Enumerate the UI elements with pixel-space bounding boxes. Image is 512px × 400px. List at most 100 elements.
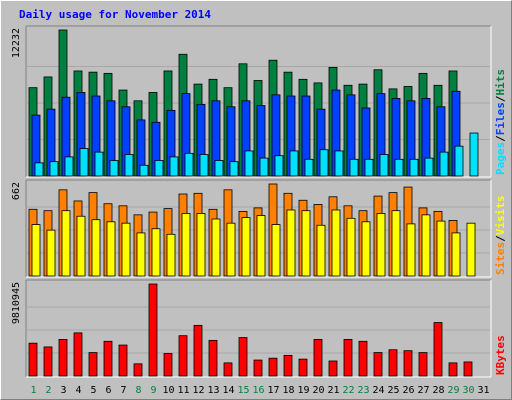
bar-visits-day-14	[226, 222, 236, 277]
bar-pages-day-21	[334, 150, 344, 177]
bar-visits-day-8	[136, 232, 146, 277]
bar-kbytes-day-19	[298, 358, 308, 377]
bar-pages-day-2	[49, 161, 59, 177]
bar-kbytes-day-3	[58, 339, 68, 377]
bar-pages-day-1	[34, 162, 44, 177]
bar-visits-day-20	[316, 224, 326, 277]
bar-visits-day-22	[346, 217, 356, 277]
bar-pages-day-4	[79, 148, 89, 177]
day-label-27: 27	[417, 385, 429, 396]
bar-pages-day-16	[259, 157, 269, 177]
bar-kbytes-day-1	[28, 342, 38, 377]
day-label-14: 14	[222, 385, 234, 396]
day-label-5: 5	[90, 385, 96, 396]
legend-sep2: /	[494, 95, 507, 102]
bar-visits-day-21	[331, 209, 341, 277]
bar-pages-day-17	[274, 155, 284, 177]
bar-pages-day-11	[184, 152, 194, 177]
bar-visits-day-7	[121, 222, 131, 277]
day-label-9: 9	[150, 385, 156, 396]
bar-pages-day-8	[139, 164, 149, 177]
legend-kbytes: KBytes	[494, 335, 507, 375]
bar-kbytes-day-23	[358, 340, 368, 377]
day-label-3: 3	[60, 385, 66, 396]
day-label-1: 1	[30, 385, 36, 396]
bar-kbytes-day-16	[253, 359, 263, 377]
day-label-28: 28	[432, 385, 444, 396]
legend-hits-files-pages: Pages/Files/Hits	[494, 69, 507, 175]
bar-pages-day-28	[439, 151, 449, 177]
bar-visits-day-23	[361, 221, 371, 277]
bar-visits-day-12	[196, 213, 206, 277]
day-label-11: 11	[177, 385, 189, 396]
day-label-29: 29	[447, 385, 459, 396]
bar-kbytes-day-15	[238, 337, 248, 377]
bar-visits-day-18	[286, 209, 296, 277]
bar-kbytes-day-30	[463, 361, 473, 377]
day-label-6: 6	[105, 385, 111, 396]
bar-kbytes-day-8	[133, 363, 143, 377]
bar-kbytes-day-27	[418, 352, 428, 377]
day-label-13: 13	[207, 385, 219, 396]
bar-kbytes-day-9	[148, 283, 158, 377]
legend-files: Files	[494, 102, 507, 135]
day-label-31: 31	[477, 385, 489, 396]
bar-pages-day-14	[229, 161, 239, 177]
day-label-19: 19	[297, 385, 309, 396]
day-label-26: 26	[402, 385, 414, 396]
bar-kbytes-day-28	[433, 322, 443, 377]
day-label-2: 2	[45, 385, 51, 396]
bar-pages-day-13	[214, 160, 224, 177]
day-label-17: 17	[267, 385, 279, 396]
bar-kbytes-day-14	[223, 362, 233, 377]
day-label-15: 15	[237, 385, 249, 396]
bar-visits-day-13	[211, 218, 221, 277]
bar-kbytes-day-6	[103, 340, 113, 377]
day-label-30: 30	[462, 385, 474, 396]
bar-kbytes-day-2	[43, 346, 53, 377]
bar-visits-day-15	[241, 217, 251, 277]
bar-visits-day-5	[91, 219, 101, 277]
bar-pages-day-18	[289, 150, 299, 177]
y-max-label-kbytes: 9810945	[11, 282, 22, 324]
bar-pages-day-7	[124, 154, 134, 177]
bar-visits-day-25	[391, 210, 401, 277]
bar-pages-day-24	[379, 154, 389, 177]
bar-pages-day-30	[469, 132, 479, 177]
bar-visits-day-10	[166, 233, 176, 277]
day-label-20: 20	[312, 385, 324, 396]
bar-pages-day-26	[409, 158, 419, 177]
legend-sep1: /	[494, 135, 507, 142]
bar-kbytes-day-22	[343, 339, 353, 377]
day-label-23: 23	[357, 385, 369, 396]
legend-visits: Visits	[494, 196, 507, 236]
bar-pages-day-3	[64, 156, 74, 177]
bar-visits-day-27	[421, 214, 431, 277]
day-label-8: 8	[135, 385, 141, 396]
bar-visits-day-26	[406, 223, 416, 277]
bar-pages-day-22	[349, 158, 359, 177]
y-max-label-hits-files-pages: 12232	[11, 28, 22, 58]
bar-kbytes-day-4	[73, 332, 83, 377]
legend-hits: Hits	[494, 69, 507, 96]
bar-kbytes-day-18	[283, 354, 293, 377]
bar-visits-day-9	[151, 228, 161, 277]
legend-visits-sites: Sites/Visits	[494, 196, 507, 276]
bar-visits-day-16	[256, 215, 266, 277]
bar-visits-day-3	[61, 210, 71, 277]
bar-pages-day-23	[364, 158, 374, 177]
day-label-4: 4	[75, 385, 81, 396]
bar-pages-day-12	[199, 154, 209, 177]
bar-kbytes-day-26	[403, 350, 413, 377]
bar-visits-day-17	[271, 224, 281, 277]
bar-kbytes-day-24	[373, 352, 383, 377]
bar-kbytes-day-7	[118, 344, 128, 377]
legend-kbytes: KBytes	[494, 335, 507, 375]
bar-kbytes-day-29	[448, 362, 458, 377]
bar-kbytes-day-20	[313, 339, 323, 377]
bar-visits-day-24	[376, 213, 386, 277]
legend-sep1: /	[494, 235, 507, 242]
day-label-24: 24	[372, 385, 384, 396]
bar-visits-day-30	[466, 222, 476, 277]
bar-kbytes-day-11	[178, 335, 188, 377]
